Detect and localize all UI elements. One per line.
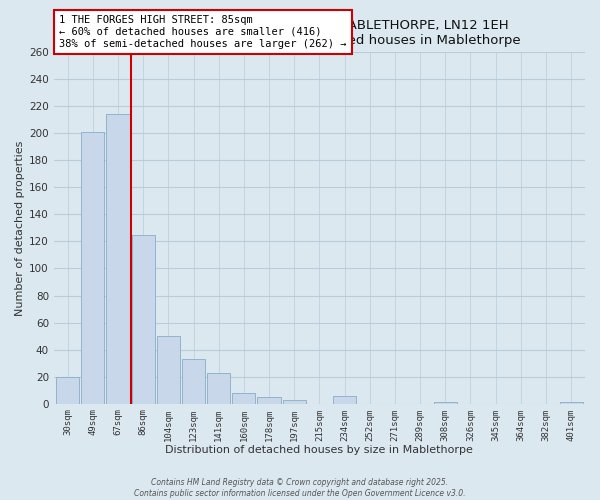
Bar	[434, 402, 457, 404]
Bar	[131, 234, 155, 404]
Bar	[106, 114, 130, 404]
Bar	[182, 359, 205, 404]
Bar	[81, 132, 104, 404]
Text: 1 THE FORGES HIGH STREET: 85sqm
← 60% of detached houses are smaller (416)
38% o: 1 THE FORGES HIGH STREET: 85sqm ← 60% of…	[59, 16, 347, 48]
Bar	[283, 400, 306, 404]
Bar	[333, 396, 356, 404]
Bar	[207, 372, 230, 404]
Y-axis label: Number of detached properties: Number of detached properties	[15, 140, 25, 316]
Bar	[157, 336, 180, 404]
Text: Contains HM Land Registry data © Crown copyright and database right 2025.
Contai: Contains HM Land Registry data © Crown c…	[134, 478, 466, 498]
X-axis label: Distribution of detached houses by size in Mablethorpe: Distribution of detached houses by size …	[166, 445, 473, 455]
Bar	[257, 397, 281, 404]
Bar	[232, 393, 256, 404]
Bar	[56, 376, 79, 404]
Title: 1, THE FORGES, HIGH STREET, MABLETHORPE, LN12 1EH
Size of property relative to d: 1, THE FORGES, HIGH STREET, MABLETHORPE,…	[119, 18, 520, 46]
Bar	[560, 402, 583, 404]
